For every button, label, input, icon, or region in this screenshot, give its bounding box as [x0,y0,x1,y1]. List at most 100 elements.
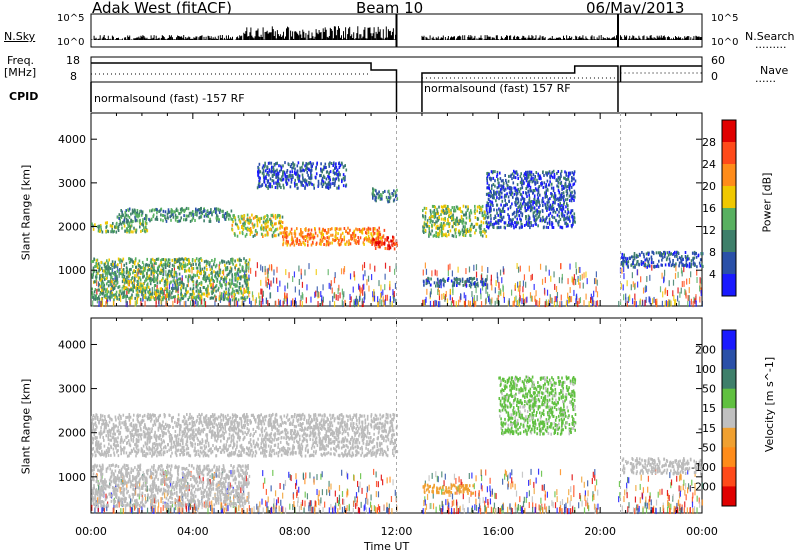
echo-pixel [564,198,567,202]
echo-pixel [325,170,328,174]
echo-pixel [548,220,551,224]
echo-pixel [264,215,266,219]
scatter-pixel [631,272,633,279]
echo-pixel [522,202,524,206]
echo-pixel [498,193,500,197]
echo-pixel [428,230,431,234]
echo-pixel [548,183,550,187]
echo-pixel [135,214,137,218]
echo-pixel [133,279,135,283]
echo-pixel [104,296,107,300]
echo-pixel [164,215,166,219]
echo-pixel [692,251,694,255]
echo-pixel [533,201,536,204]
echo-pixel [142,282,144,286]
echo-pixel [267,224,269,228]
scatter-pixel [501,277,503,284]
echo-pixel [195,298,198,301]
scatter-pixel [649,296,651,303]
echo-pixel [450,279,453,283]
echo-pixel [145,286,148,290]
echo-pixel [480,220,483,224]
echo-pixel [637,260,639,263]
echo-pixel [185,214,188,218]
echo-pixel [648,264,651,268]
echo-pixel [701,263,703,267]
echo-pixel [524,202,527,206]
scatter-pixel [321,295,323,302]
echo-pixel [454,220,457,224]
echo-pixel [524,206,526,210]
scatter-pixel [267,300,269,307]
echo-pixel [181,257,184,261]
echo-pixel [217,286,220,290]
echo-pixel [100,284,103,288]
echo-pixel [317,179,320,183]
echo-pixel [685,256,688,260]
echo-pixel [346,231,349,235]
echo-pixel [226,266,229,269]
scatter-pixel [577,301,579,308]
echo-pixel [355,238,357,242]
echo-pixel [143,295,145,299]
echo-pixel [431,223,433,227]
echo-pixel [373,231,376,235]
echo-pixel [234,297,237,301]
echo-pixel [511,172,514,176]
echo-pixel [514,221,516,224]
echo-pixel [171,291,173,295]
echo-pixel [321,168,324,172]
echo-pixel [176,288,178,292]
echo-pixel [131,296,133,300]
echo-pixel [184,269,186,273]
echo-pixel [235,283,237,287]
echo-pixel [334,178,336,182]
echo-pixel [265,175,267,179]
echo-pixel [302,162,304,166]
echo-pixel [115,276,117,279]
scatter-pixel [434,299,436,306]
echo-pixel [634,263,636,267]
echo-pixel [493,189,495,193]
scatter-pixel [304,500,306,507]
echo-pixel [109,296,111,300]
echo-pixel [376,192,378,196]
echo-pixel [149,279,151,283]
scatter-pixel [292,276,294,283]
echo-pixel [341,231,344,235]
echo-pixel [572,183,574,187]
echo-pixel [430,277,432,281]
echo-pixel [459,218,461,222]
echo-pixel [533,210,536,214]
echo-pixel [508,218,511,222]
echo-pixel [300,242,303,246]
echo-pixel [381,194,383,198]
echo-pixel [510,190,513,194]
echo-pixel [558,197,561,201]
echo-pixel [180,288,182,292]
echo-pixel [123,263,125,267]
scatter-pixel [322,284,324,291]
echo-pixel [567,207,569,211]
echo-pixel [271,224,274,228]
echo-pixel [572,177,574,181]
echo-pixel [159,263,162,267]
echo-pixel [187,279,189,283]
echo-pixel [111,280,113,284]
echo-pixel [189,293,192,296]
echo-pixel [463,230,466,234]
echo-pixel [253,223,256,227]
echo-pixel [532,179,535,183]
echo-pixel [340,239,343,243]
echo-pixel [236,258,239,262]
echo-pixel [628,256,631,260]
echo-pixel [256,221,259,225]
echo-pixel [334,167,336,170]
echo-pixel [505,187,507,191]
echo-pixel [633,253,636,257]
echo-pixel [634,265,636,269]
echo-pixel [265,169,267,173]
echo-pixel [231,281,233,285]
echo-pixel [168,274,171,278]
echo-pixel [379,236,382,240]
